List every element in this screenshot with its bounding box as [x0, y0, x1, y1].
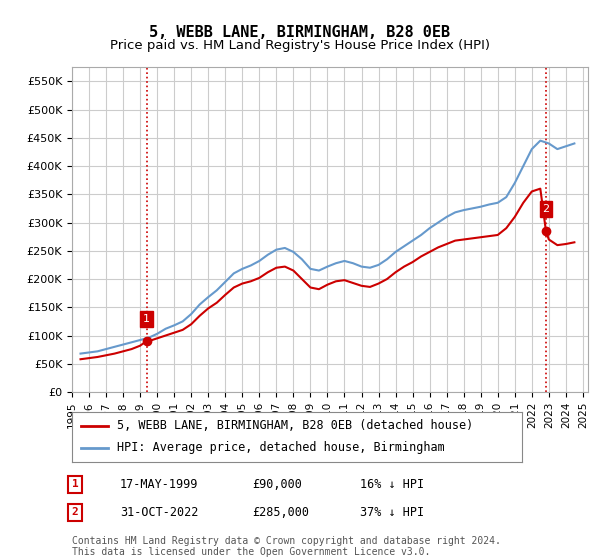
- Text: 5, WEBB LANE, BIRMINGHAM, B28 0EB (detached house): 5, WEBB LANE, BIRMINGHAM, B28 0EB (detac…: [117, 419, 473, 432]
- Text: £90,000: £90,000: [252, 478, 302, 491]
- Text: 31-OCT-2022: 31-OCT-2022: [120, 506, 199, 519]
- Text: 16% ↓ HPI: 16% ↓ HPI: [360, 478, 424, 491]
- Text: £285,000: £285,000: [252, 506, 309, 519]
- Text: Contains HM Land Registry data © Crown copyright and database right 2024.: Contains HM Land Registry data © Crown c…: [72, 536, 501, 546]
- Text: 2: 2: [71, 507, 79, 517]
- Text: 1: 1: [71, 479, 79, 489]
- Text: 2: 2: [542, 204, 550, 214]
- Text: 17-MAY-1999: 17-MAY-1999: [120, 478, 199, 491]
- Text: 1: 1: [71, 479, 79, 489]
- Text: HPI: Average price, detached house, Birmingham: HPI: Average price, detached house, Birm…: [117, 441, 445, 454]
- Text: 1: 1: [143, 314, 150, 324]
- Text: This data is licensed under the Open Government Licence v3.0.: This data is licensed under the Open Gov…: [72, 547, 430, 557]
- Text: 5, WEBB LANE, BIRMINGHAM, B28 0EB: 5, WEBB LANE, BIRMINGHAM, B28 0EB: [149, 25, 451, 40]
- Text: 2: 2: [71, 507, 79, 517]
- Text: 37% ↓ HPI: 37% ↓ HPI: [360, 506, 424, 519]
- Text: Price paid vs. HM Land Registry's House Price Index (HPI): Price paid vs. HM Land Registry's House …: [110, 39, 490, 52]
